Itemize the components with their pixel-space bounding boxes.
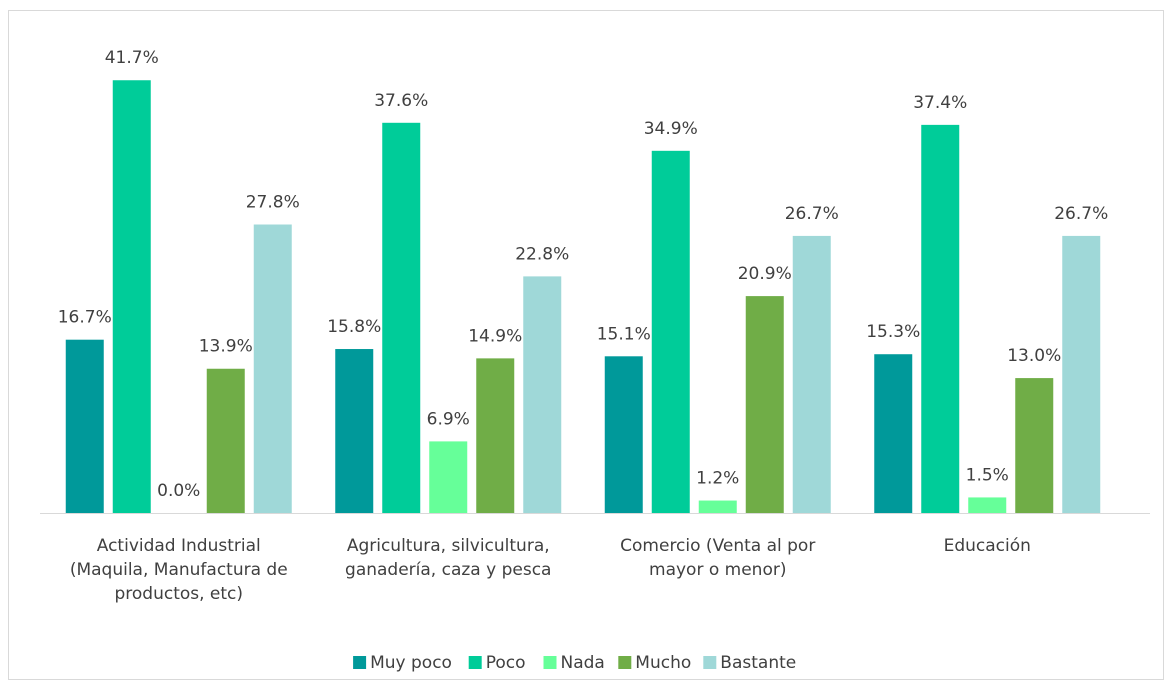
data-label: 13.9% — [199, 337, 253, 357]
legend-swatch — [703, 656, 717, 669]
data-label: 22.8% — [515, 244, 569, 264]
x-tick-label: Actividad Industrial (Maquila, Manufactu… — [69, 536, 288, 604]
data-label: 1.2% — [696, 469, 739, 489]
data-label: 13.0% — [1007, 346, 1061, 366]
data-label: 6.9% — [427, 409, 470, 429]
bar — [651, 150, 690, 513]
legend-label: Nada — [561, 653, 605, 673]
bar — [921, 124, 960, 514]
x-tick-label: Comercio (Venta al por mayor o menor) — [620, 536, 816, 580]
data-label: 15.3% — [866, 322, 920, 342]
legend-swatch — [468, 656, 482, 669]
data-label: 37.4% — [913, 93, 967, 113]
bar — [523, 276, 562, 513]
legend-swatch — [543, 656, 557, 669]
bar — [968, 497, 1007, 513]
bar — [604, 356, 643, 513]
data-label: 1.5% — [966, 465, 1009, 485]
bar — [65, 339, 104, 513]
legend-swatch — [353, 656, 367, 669]
bar — [429, 441, 468, 513]
legend-label: Muy poco — [370, 653, 452, 673]
chart-frame — [8, 10, 1164, 680]
data-label: 27.8% — [246, 192, 300, 212]
x-tick-label: Educación — [943, 536, 1031, 556]
legend-label: Mucho — [635, 653, 691, 673]
legend-label: Bastante — [720, 653, 796, 673]
bar — [874, 354, 913, 513]
bar — [745, 296, 784, 513]
bar — [112, 80, 151, 513]
bar — [792, 235, 831, 513]
bar — [476, 358, 515, 513]
data-label: 0.0% — [157, 481, 200, 501]
data-label: 16.7% — [58, 308, 112, 328]
data-label: 15.8% — [327, 317, 381, 337]
data-label: 20.9% — [738, 264, 792, 284]
bar — [698, 500, 737, 513]
legend-swatch — [618, 656, 632, 669]
x-tick-label: Agricultura, silvicultura, ganadería, ca… — [345, 536, 552, 580]
data-label: 14.9% — [468, 326, 522, 346]
bar — [1015, 378, 1054, 513]
bar — [206, 368, 245, 513]
data-label: 34.9% — [644, 119, 698, 139]
bar — [1062, 235, 1101, 513]
bar — [382, 122, 421, 513]
legend-label: Poco — [486, 653, 526, 673]
bar — [335, 349, 374, 513]
data-label: 41.7% — [105, 48, 159, 68]
data-label: 26.7% — [1054, 204, 1108, 224]
data-label: 15.1% — [597, 324, 651, 344]
data-label: 26.7% — [785, 204, 839, 224]
data-label: 37.6% — [374, 91, 428, 111]
bar — [253, 224, 292, 513]
